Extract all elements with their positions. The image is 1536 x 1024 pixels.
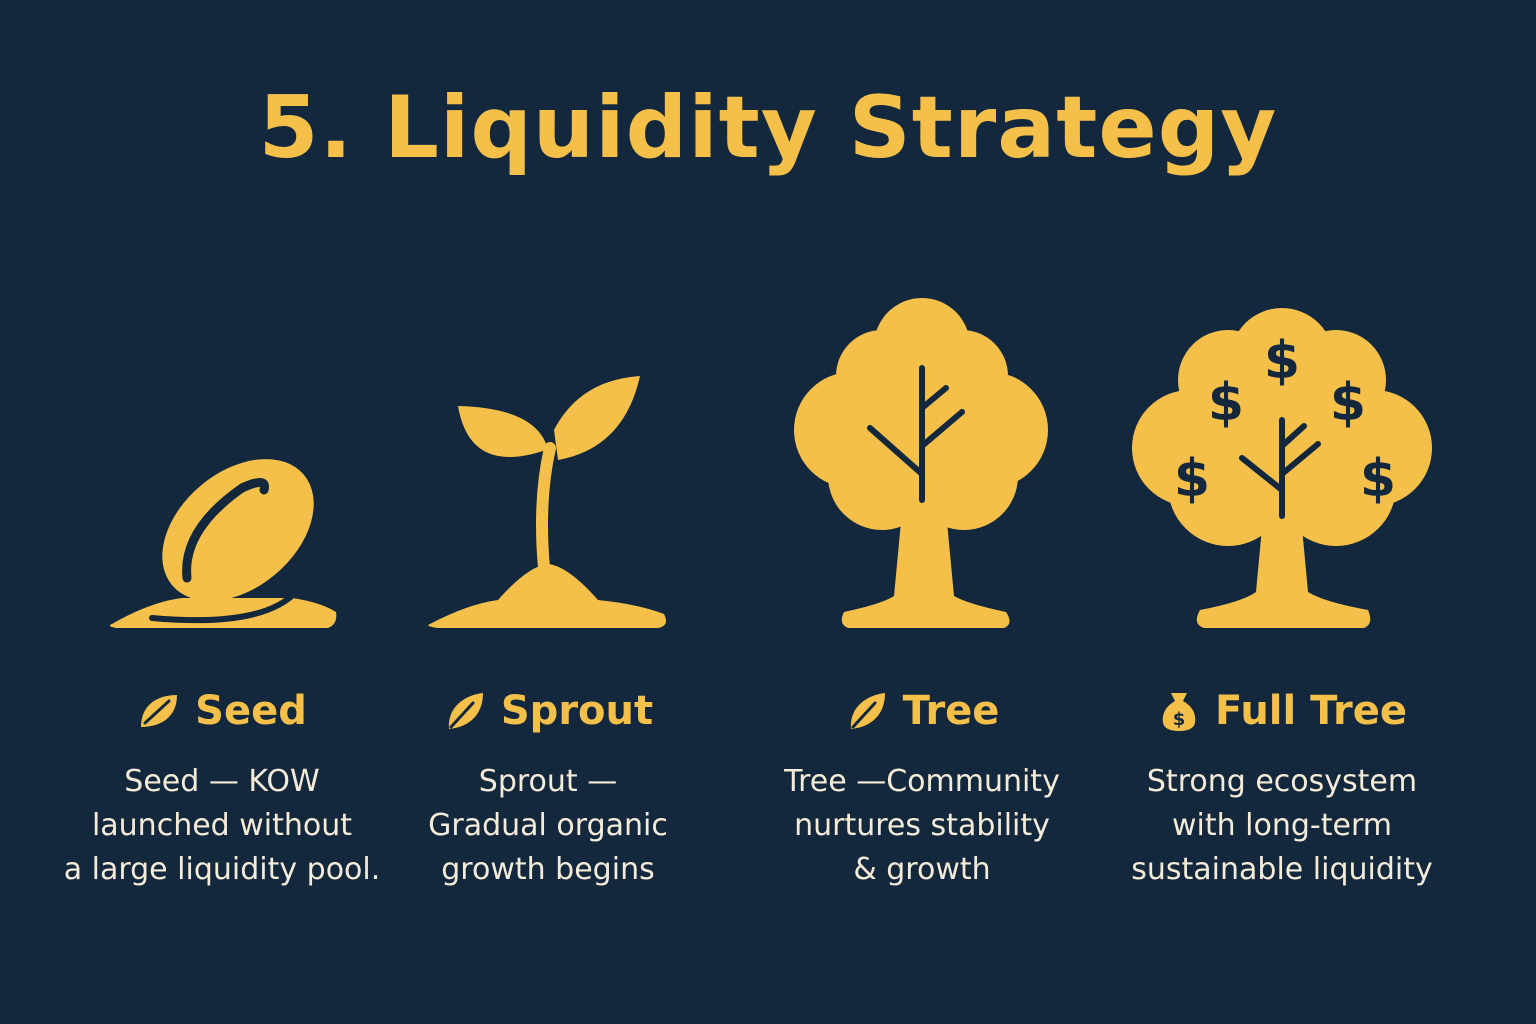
stage-tree-desc-line: & growth bbox=[853, 852, 991, 887]
money-tree-illustration: $ $ $ $ $ bbox=[1132, 308, 1432, 628]
stage-sprout-desc-line: Gradual organic bbox=[428, 808, 668, 843]
stage-seed-desc-line: a large liquidity pool. bbox=[63, 852, 381, 887]
stage-full-tree-description: Strong ecosystem with long-term sustaina… bbox=[1092, 760, 1472, 892]
stage-sprout-desc-line: growth begins bbox=[441, 852, 655, 887]
stage-seed-title: Seed bbox=[195, 688, 307, 734]
stage-sprout-label: Sprout bbox=[358, 688, 738, 734]
stage-tree-label: Tree bbox=[732, 688, 1112, 734]
seed-illustration bbox=[109, 459, 337, 628]
stage-sprout-title: Sprout bbox=[500, 688, 654, 734]
leaf-icon bbox=[448, 693, 483, 729]
dollar-icon: $ bbox=[1174, 449, 1210, 509]
dollar-icon: $ bbox=[1330, 373, 1366, 433]
dollar-icon: $ bbox=[1264, 331, 1300, 391]
dollar-icon: $ bbox=[1208, 373, 1244, 433]
leaf-icon bbox=[141, 695, 178, 727]
stage-tree-title: Tree bbox=[902, 688, 1000, 734]
stage-full-tree-title: Full Tree bbox=[1214, 688, 1408, 734]
stage-seed-desc-line: launched without bbox=[91, 808, 353, 843]
dollar-icon: $ bbox=[1360, 449, 1396, 509]
stage-seed-desc-line: Seed — KOW bbox=[124, 764, 320, 799]
leaf-icon bbox=[850, 693, 885, 729]
stage-sprout-description: Sprout — Gradual organic growth begins bbox=[358, 760, 738, 892]
svg-text:$: $ bbox=[1173, 709, 1186, 730]
money-bag-icon: $ bbox=[1162, 693, 1196, 731]
stage-full-tree-label: $ Full Tree bbox=[1092, 688, 1472, 734]
page-title: 5. Liquidity Strategy bbox=[258, 78, 1278, 178]
stage-full-tree-desc-line: Strong ecosystem bbox=[1146, 764, 1418, 799]
stage-seed-description: Seed — KOW launched without a large liqu… bbox=[32, 760, 412, 892]
stage-sprout-desc-line: Sprout — bbox=[478, 764, 618, 799]
stage-seed-label: Seed bbox=[32, 688, 412, 734]
stage-full-tree-desc-line: sustainable liquidity bbox=[1131, 852, 1433, 887]
stage-full-tree-desc-line: with long-term bbox=[1171, 808, 1392, 843]
stage-tree-desc-line: nurtures stability bbox=[794, 808, 1050, 843]
sprout-illustration bbox=[428, 376, 666, 628]
stage-tree-description: Tree —Community nurtures stability & gro… bbox=[732, 760, 1112, 892]
tree-illustration bbox=[794, 298, 1048, 628]
stage-tree-desc-line: Tree —Community bbox=[784, 764, 1060, 799]
